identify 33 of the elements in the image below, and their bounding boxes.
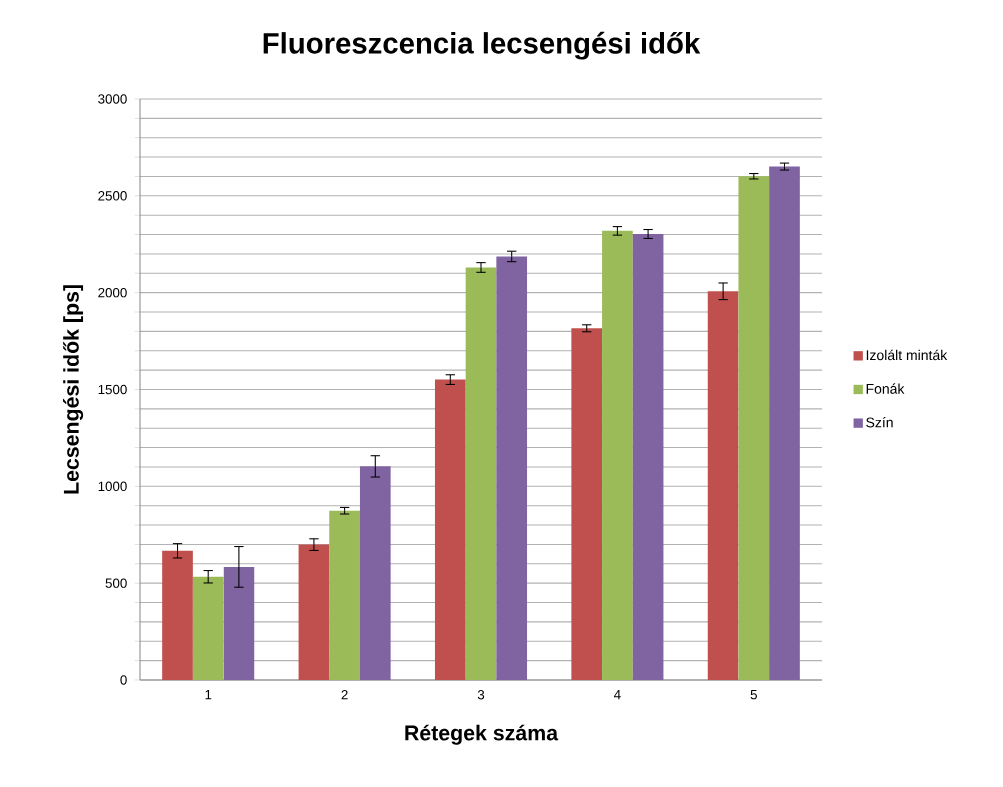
bar: [496, 256, 528, 680]
bar: [769, 166, 800, 680]
y-axis-title: Lecsengési idők [ps]: [62, 285, 84, 494]
bar: [434, 379, 466, 680]
bar: [738, 176, 770, 680]
bar: [329, 510, 360, 680]
bar: [632, 233, 664, 680]
x-tick-label: 5: [750, 690, 757, 700]
bar: [571, 328, 603, 680]
bar: [707, 291, 739, 680]
y-tick-label: 1000: [98, 481, 127, 492]
x-tick-label: 4: [614, 690, 621, 700]
x-tick-label: 3: [477, 690, 485, 700]
legend-label: Fonák: [866, 383, 905, 394]
x-tick-label: 1: [205, 690, 212, 700]
y-tick-label: 1500: [98, 384, 127, 395]
bar: [298, 544, 330, 680]
chart-title: Fluoreszcencia lecsengési idők: [263, 31, 701, 60]
y-tick-label: 2000: [98, 287, 127, 298]
bar: [162, 550, 193, 680]
y-tick-label: 500: [105, 578, 127, 588]
y-tick-label: 0: [120, 675, 127, 685]
bar: [602, 230, 633, 680]
bar: [192, 576, 224, 680]
bar: [223, 566, 255, 680]
legend-label: Szín: [866, 416, 893, 428]
y-tick-label: 3000: [98, 94, 127, 104]
y-tick-label: 2500: [98, 191, 127, 201]
x-axis-title: Rétegek száma: [405, 724, 559, 745]
x-tick-label: 2: [341, 690, 348, 700]
bar: [465, 267, 497, 680]
bar: [359, 466, 391, 680]
legend-label: Izolált minták: [866, 349, 948, 361]
